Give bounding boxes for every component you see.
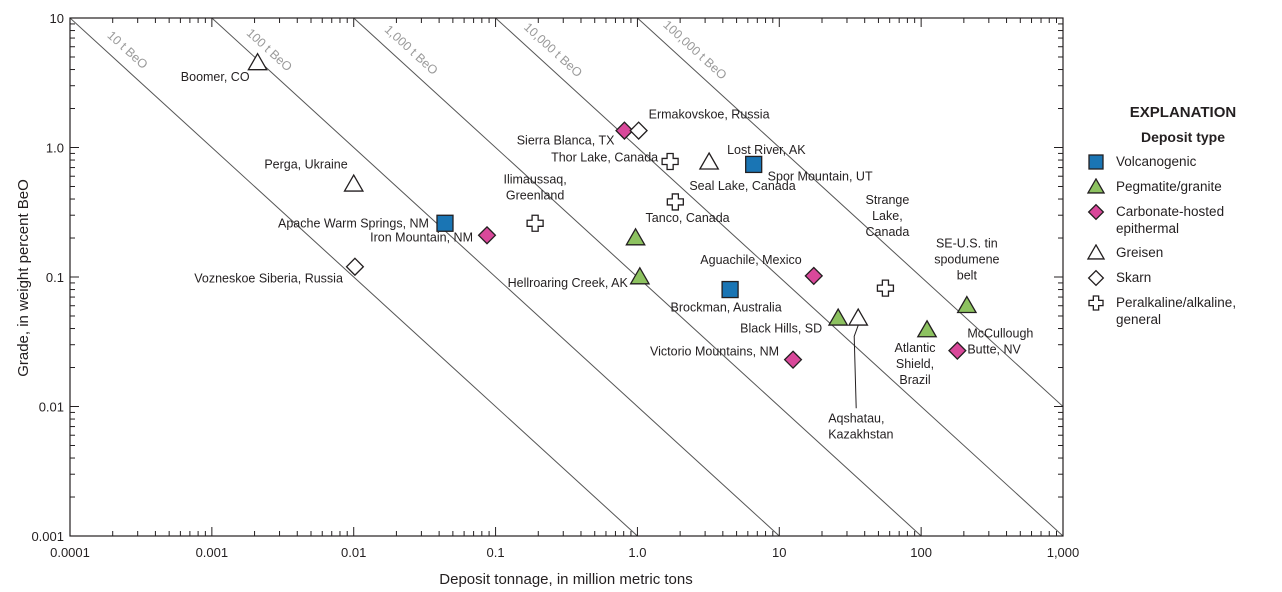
marker-spor-mountain-ut <box>745 155 763 174</box>
marker-hellroaring-creek-ak <box>629 266 651 285</box>
legend-symbol <box>1087 203 1105 221</box>
isoline-label: 10 t BeO <box>104 28 150 72</box>
point-label-lost-river-ak: Lost River, AK <box>727 143 806 157</box>
x-tick-label: 0.0001 <box>50 545 90 560</box>
legend-symbol-open-diamond <box>1087 269 1105 287</box>
point-label-victorio-mountains-nm: Victorio Mountains, NM <box>650 345 779 359</box>
x-tick-label: 1,000 <box>1047 545 1080 560</box>
y-axis-title: Grade, in weight percent BeO <box>15 179 32 377</box>
y-tick-label: 0.001 <box>31 529 64 544</box>
point-label-ilimaussaq-greenland: Ilimaussaq, Greenland <box>503 172 566 202</box>
legend-label: Volcanogenic <box>1116 154 1197 169</box>
legend-symbol-open-triangle <box>1086 244 1106 260</box>
legend-symbol-triangle <box>1086 178 1106 194</box>
x-tick-label: 1.0 <box>628 545 646 560</box>
legend-symbol <box>1088 295 1104 311</box>
isoline-label: 1,000 t BeO <box>382 22 441 78</box>
legend: EXPLANATION Deposit type Volcanogenic Peg… <box>1086 104 1280 335</box>
marker-se-u-s-tin-spodumene-belt <box>956 295 978 314</box>
marker-boomer-co <box>247 52 268 71</box>
point-label-seal-lake-canada: Seal Lake, Canada <box>689 179 795 193</box>
x-tick-label: 0.001 <box>196 545 229 560</box>
marker-brockman-australia <box>721 280 739 299</box>
point-label-vozneskoe-siberia-russia: Vozneskoe Siberia, Russia <box>194 272 343 286</box>
y-tick-label: 10 <box>50 11 64 26</box>
legend-label: Pegmatite/granite <box>1116 179 1222 194</box>
legend-symbol <box>1086 244 1106 260</box>
point-label-sierra-blanca-tx: Sierra Blanca, TX <box>517 134 615 148</box>
y-tick-label: 0.1 <box>46 270 64 285</box>
point-label-aguachile-mexico: Aguachile, Mexico <box>700 253 801 267</box>
marker-strange-lake-canada <box>876 279 895 297</box>
legend-item-skarn: Skarn <box>1086 269 1280 287</box>
point-label-ermakovskoe-russia: Ermakovskoe, Russia <box>649 108 770 122</box>
x-tick-label: 0.1 <box>487 545 505 560</box>
y-tick-label: 0.01 <box>39 400 64 415</box>
legend-label: Carbonate-hosted epithermal <box>1116 204 1225 236</box>
marker-perga-ukraine <box>343 173 365 192</box>
y-tick-label: 1.0 <box>46 141 64 156</box>
point-label-boomer-co: Boomer, CO <box>181 70 250 84</box>
marker-apache-warm-springs-nm <box>436 214 454 232</box>
legend-item-volcanogenic: Volcanogenic <box>1086 153 1280 171</box>
legend-subtitle: Deposit type <box>1140 129 1225 145</box>
marker-aqshatau-kazakhstan <box>847 307 869 326</box>
marker-seal-lake-canada <box>666 193 684 211</box>
marker-ermakovskoe-russia <box>629 121 648 140</box>
legend-symbol <box>1086 178 1106 194</box>
isoline-100-t-beo <box>211 18 780 536</box>
x-axis-title: Deposit tonnage, in million metric tons <box>439 571 692 588</box>
x-tick-label: 100 <box>910 545 932 560</box>
legend-item-greisen: Greisen <box>1086 244 1280 262</box>
point-label-hellroaring-creek-ak: Hellroaring Creek, AK <box>508 276 629 290</box>
x-tick-label: 10 <box>772 545 786 560</box>
leader-line <box>853 325 859 409</box>
legend-item-pegmatite-granite: Pegmatite/granite <box>1086 178 1280 196</box>
point-label-se-u-s-tin-spodumene-belt: SE-U.S. tin spodumene belt <box>934 237 999 283</box>
point-label-perga-ukraine: Perga, Ukraine <box>264 157 347 171</box>
point-label-mccullough-butte-nv: McCullough Butte, NV <box>967 327 1033 357</box>
point-label-black-hills-sd: Black Hills, SD <box>740 321 822 335</box>
marker-lost-river-ak <box>698 151 720 170</box>
marker-victorio-mountains-nm <box>783 350 803 369</box>
marker-atlantic-shield-brazil <box>916 319 938 338</box>
point-label-spor-mountain-ut: Spor Mountain, UT <box>768 169 873 183</box>
point-label-thor-lake-canada: Thor Lake, Canada <box>551 150 658 164</box>
point-label-brockman-australia: Brockman, Australia <box>671 301 782 315</box>
marker-iron-mountain-nm <box>477 225 497 245</box>
point-label-apache-warm-springs-nm: Apache Warm Springs, NM <box>278 216 429 230</box>
isoline-10-t-beo <box>70 18 638 536</box>
isoline-label: 100,000 t BeO <box>660 18 729 83</box>
marker-mccullough-butte-nv <box>948 341 967 360</box>
marker-black-hills-sd <box>827 307 849 326</box>
legend-label: Skarn <box>1116 270 1152 285</box>
marker-aguachile-mexico <box>804 266 824 286</box>
legend-symbol <box>1088 154 1104 170</box>
marker-vozneskoe-siberia-russia <box>345 257 365 277</box>
legend-symbol-square <box>1088 154 1104 170</box>
legend-symbol-diamond <box>1087 203 1105 221</box>
isoline-10-000-t-beo <box>495 18 1063 536</box>
marker-thor-lake-canada <box>661 152 679 171</box>
legend-title: EXPLANATION <box>1129 104 1237 121</box>
point-label-aqshatau-kazakhstan: Aqshatau, Kazakhstan <box>828 411 893 441</box>
point-label-atlantic-shield-brazil: Atlantic Shield, Brazil <box>895 341 936 387</box>
legend-item-carbonate-hosted-epithermal: Carbonate-hosted epithermal <box>1086 203 1280 237</box>
marker-tanco-canada <box>625 227 646 246</box>
point-label-iron-mountain-nm: Iron Mountain, NM <box>370 230 473 244</box>
isoline-100-000-t-beo <box>637 18 1063 408</box>
legend-symbol-open-cross <box>1088 295 1104 311</box>
marker-ilimaussaq-greenland <box>526 214 544 232</box>
legend-symbol <box>1087 269 1105 287</box>
legend-item-peralkaline-alkaline-general: Peralkaline/alkaline, general <box>1086 294 1280 328</box>
point-label-tanco-canada: Tanco, Canada <box>646 211 730 225</box>
x-tick-label: 0.01 <box>341 545 366 560</box>
marker-sierra-blanca-tx <box>615 121 634 140</box>
legend-label: Peralkaline/alkaline, general <box>1116 295 1237 327</box>
point-label-strange-lake-canada: Strange Lake, Canada <box>866 193 910 239</box>
legend-label: Greisen <box>1116 245 1164 260</box>
